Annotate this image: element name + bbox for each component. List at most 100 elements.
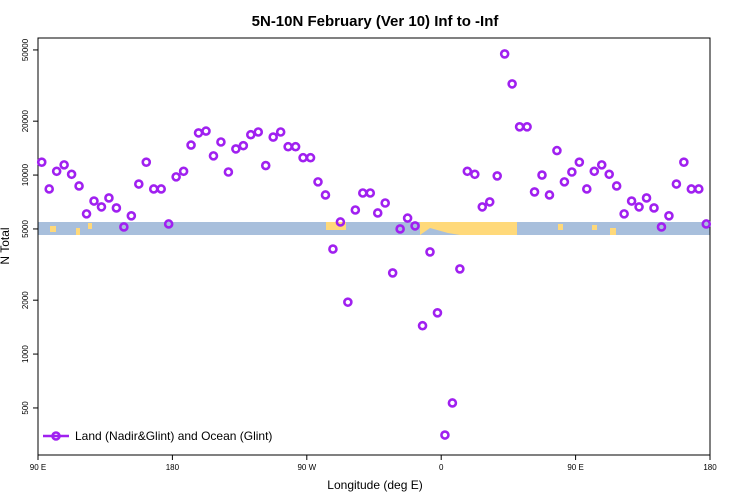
land-patch xyxy=(610,228,616,235)
data-point xyxy=(104,193,114,203)
land-patch xyxy=(558,224,563,230)
data-point xyxy=(634,202,644,212)
data-point xyxy=(679,157,689,167)
data-point xyxy=(432,308,443,318)
x-tick-label: 90 E xyxy=(30,463,46,472)
data-point xyxy=(619,209,629,219)
y-axis-label: N Total xyxy=(0,227,12,264)
data-point xyxy=(596,160,607,170)
data-point xyxy=(589,166,600,177)
map-strip xyxy=(38,222,710,235)
data-point xyxy=(89,196,99,206)
data-point xyxy=(231,144,241,154)
data-point xyxy=(253,127,264,137)
data-point xyxy=(275,127,286,137)
data-point xyxy=(66,169,77,180)
data-point xyxy=(455,264,465,274)
data-point xyxy=(372,208,383,218)
data-point xyxy=(522,122,532,132)
data-point xyxy=(119,222,129,232)
data-point xyxy=(604,169,615,180)
data-point xyxy=(328,244,338,254)
data-point xyxy=(469,169,480,180)
land-patch xyxy=(76,228,80,235)
data-point xyxy=(365,188,376,198)
x-axis-label: Longitude (deg E) xyxy=(327,478,422,492)
data-point xyxy=(649,203,659,213)
data-point xyxy=(96,202,107,212)
data-point xyxy=(537,170,547,180)
data-point xyxy=(701,219,712,229)
data-point xyxy=(641,193,652,203)
data-point xyxy=(81,209,92,219)
data-point xyxy=(611,181,622,191)
y-tick-label: 10000 xyxy=(21,163,30,186)
data-point xyxy=(477,202,488,212)
data-point xyxy=(559,177,570,187)
data-point xyxy=(268,132,279,142)
plot-frame xyxy=(37,37,711,456)
data-point xyxy=(440,430,450,440)
chart-title: 5N-10N February (Ver 10) Inf to -Inf xyxy=(252,13,500,30)
legend-marker xyxy=(51,431,61,441)
data-point xyxy=(343,297,353,307)
data-point xyxy=(492,171,503,181)
land-patch xyxy=(88,223,92,229)
data-point xyxy=(544,190,555,200)
data-point xyxy=(216,137,226,147)
data-point xyxy=(529,187,540,197)
data-point xyxy=(313,177,323,187)
data-point xyxy=(484,197,495,207)
y-tick-label: 1000 xyxy=(21,345,30,363)
data-point xyxy=(447,398,458,408)
data-point xyxy=(507,79,517,89)
data-point xyxy=(402,213,413,223)
data-point xyxy=(499,49,510,59)
data-point xyxy=(350,205,361,215)
data-point xyxy=(626,196,637,206)
data-point xyxy=(335,217,346,227)
data-point xyxy=(260,160,271,171)
data-point xyxy=(44,184,55,194)
data-point xyxy=(664,211,674,221)
x-tick-label: 180 xyxy=(703,463,717,472)
x-tick-label: 90 E xyxy=(567,463,583,472)
data-point xyxy=(425,247,435,257)
y-tick-label: 50000 xyxy=(21,38,30,61)
y-tick-label: 5000 xyxy=(21,219,30,237)
data-point xyxy=(671,179,682,189)
data-point xyxy=(141,157,152,167)
data-point xyxy=(59,160,69,170)
x-tick-label: 90 W xyxy=(297,463,316,472)
x-tick-label: 180 xyxy=(166,463,180,472)
legend-label: Land (Nadir&Glint) and Ocean (Glint) xyxy=(75,429,272,443)
data-point xyxy=(693,184,704,194)
data-point xyxy=(178,166,189,177)
data-point xyxy=(186,140,196,150)
land-band xyxy=(326,222,346,230)
data-point xyxy=(51,166,62,177)
data-point xyxy=(171,172,181,182)
data-point xyxy=(462,166,473,177)
data-point xyxy=(134,179,144,189)
land-band xyxy=(420,222,517,235)
data-point xyxy=(201,126,211,136)
data-point xyxy=(223,167,234,177)
land-patch xyxy=(592,225,597,230)
data-point xyxy=(380,198,391,208)
ocean-patch xyxy=(420,228,460,235)
data-point xyxy=(126,211,137,221)
data-point xyxy=(290,141,301,152)
data-point xyxy=(246,129,256,140)
data-point xyxy=(581,184,592,194)
land-patch xyxy=(50,226,56,232)
data-point xyxy=(574,157,585,167)
data-point xyxy=(36,157,47,167)
ocean-band xyxy=(38,222,710,235)
data-point xyxy=(567,167,577,177)
data-point xyxy=(387,268,398,278)
data-point xyxy=(74,181,84,191)
y-tick-label: 500 xyxy=(21,401,30,415)
